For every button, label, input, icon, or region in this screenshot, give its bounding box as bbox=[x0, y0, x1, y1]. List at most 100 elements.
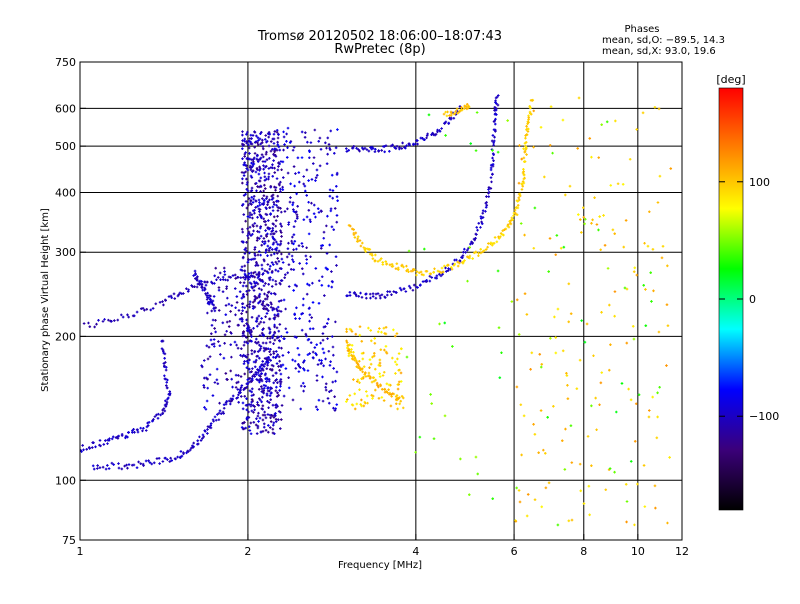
data-point bbox=[241, 407, 245, 411]
data-point bbox=[259, 234, 263, 238]
data-point bbox=[330, 173, 334, 177]
data-point bbox=[360, 296, 364, 299]
data-point bbox=[656, 201, 660, 204]
data-point bbox=[286, 171, 290, 175]
data-point bbox=[391, 143, 394, 147]
data-point bbox=[451, 345, 454, 348]
data-point bbox=[259, 142, 263, 146]
data-point bbox=[240, 426, 244, 429]
data-point bbox=[161, 300, 164, 303]
data-point bbox=[347, 354, 351, 358]
data-point bbox=[374, 388, 377, 392]
data-point bbox=[264, 187, 267, 190]
data-point bbox=[361, 367, 364, 371]
data-point bbox=[107, 467, 111, 470]
data-point bbox=[244, 164, 248, 167]
data-point bbox=[378, 327, 381, 330]
data-point bbox=[295, 192, 298, 196]
data-point bbox=[446, 110, 449, 114]
data-point bbox=[522, 156, 526, 160]
data-point bbox=[248, 389, 252, 393]
data-point bbox=[522, 177, 526, 181]
data-point bbox=[259, 226, 262, 230]
data-point bbox=[625, 520, 628, 524]
data-point bbox=[242, 143, 245, 146]
data-point bbox=[654, 506, 657, 510]
data-point bbox=[593, 196, 596, 199]
data-point bbox=[364, 390, 368, 393]
data-point bbox=[252, 197, 255, 201]
data-point bbox=[390, 395, 393, 398]
data-point bbox=[565, 372, 568, 375]
data-point bbox=[256, 185, 259, 188]
data-point bbox=[269, 416, 272, 420]
data-point bbox=[263, 171, 266, 175]
data-point bbox=[600, 371, 604, 374]
data-point bbox=[246, 168, 250, 172]
data-point bbox=[82, 322, 86, 325]
data-point bbox=[520, 157, 523, 161]
data-point bbox=[214, 306, 217, 310]
data-point bbox=[247, 272, 251, 275]
data-point bbox=[280, 168, 283, 172]
data-point bbox=[498, 376, 502, 380]
data-point bbox=[258, 203, 262, 207]
data-point bbox=[99, 444, 102, 448]
data-point bbox=[285, 331, 289, 334]
data-point bbox=[273, 338, 277, 342]
data-point bbox=[345, 400, 348, 403]
data-point bbox=[157, 456, 161, 460]
data-point bbox=[258, 169, 261, 172]
data-point bbox=[286, 146, 289, 150]
data-point bbox=[240, 347, 243, 350]
data-point bbox=[96, 464, 99, 467]
data-point bbox=[391, 264, 395, 268]
data-point bbox=[396, 397, 400, 400]
data-point bbox=[352, 144, 356, 148]
data-point bbox=[326, 268, 329, 271]
data-point bbox=[265, 207, 268, 210]
data-point bbox=[424, 269, 428, 273]
data-point bbox=[304, 254, 308, 258]
data-point bbox=[371, 295, 375, 298]
data-point bbox=[237, 400, 240, 404]
x-tick-label: 10 bbox=[631, 545, 645, 558]
data-point bbox=[259, 190, 262, 193]
data-point bbox=[282, 394, 286, 398]
data-point bbox=[240, 312, 243, 315]
data-point bbox=[239, 281, 242, 284]
data-point bbox=[267, 424, 270, 427]
data-point bbox=[242, 281, 246, 285]
data-point bbox=[520, 183, 524, 186]
data-point bbox=[497, 237, 501, 240]
data-point bbox=[293, 184, 296, 188]
data-point bbox=[243, 372, 247, 376]
data-point bbox=[529, 367, 532, 371]
data-point bbox=[316, 363, 320, 366]
data-point bbox=[274, 188, 277, 192]
data-point bbox=[401, 406, 405, 410]
data-point bbox=[371, 355, 374, 359]
data-point bbox=[257, 172, 261, 176]
data-point bbox=[646, 244, 650, 248]
data-point bbox=[253, 350, 256, 354]
data-point bbox=[524, 141, 528, 144]
data-point bbox=[259, 320, 263, 324]
data-point bbox=[227, 325, 231, 328]
data-point bbox=[223, 270, 226, 273]
data-point bbox=[321, 338, 325, 342]
data-point bbox=[379, 383, 382, 387]
data-point bbox=[272, 132, 276, 136]
data-point bbox=[260, 202, 264, 206]
data-point bbox=[551, 151, 554, 155]
data-point bbox=[114, 436, 118, 439]
data-point bbox=[269, 212, 272, 215]
data-point bbox=[248, 152, 251, 155]
data-point bbox=[85, 448, 89, 451]
data-point bbox=[511, 218, 515, 222]
data-point bbox=[253, 254, 257, 257]
data-point bbox=[263, 179, 267, 182]
data-point bbox=[265, 248, 268, 252]
data-point bbox=[243, 306, 247, 310]
data-point bbox=[649, 271, 652, 274]
